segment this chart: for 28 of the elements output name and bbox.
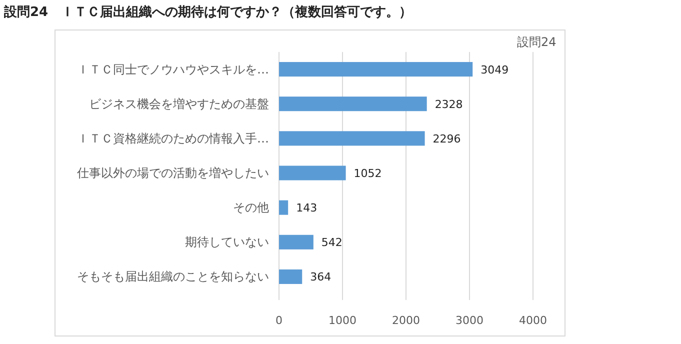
data-label: 542 — [321, 236, 342, 250]
data-label: 2296 — [432, 132, 461, 146]
chart-title: 設問24 ＩＴＣ届出組織への期待は何ですか？（複数回答可です。） — [3, 4, 412, 20]
bar — [279, 166, 346, 180]
bar — [279, 131, 425, 146]
data-label: 143 — [296, 202, 318, 215]
chart-subtitle: 設問24 — [517, 35, 556, 49]
y-tick-label: ＩＴＣ同士でノウハウやスキルを… — [77, 62, 269, 76]
y-tick-label: その他 — [233, 200, 269, 215]
y-tick-label: 期待していない — [185, 235, 269, 250]
bar — [279, 96, 427, 112]
data-label: 364 — [310, 270, 332, 284]
bar — [279, 234, 314, 250]
x-tick-label: 3000 — [456, 314, 484, 327]
x-tick-label: 2000 — [392, 314, 420, 327]
bar — [279, 200, 288, 215]
y-tick-label: ＩＴＣ資格継続のための情報入手… — [77, 131, 269, 146]
x-tick-label: 1000 — [328, 314, 356, 327]
x-tick-label: 4000 — [519, 314, 547, 327]
y-tick-label: ビジネス機会を増やすための基盤 — [89, 96, 269, 111]
y-tick-label: 仕事以外の場での活動を増やしたい — [76, 166, 269, 180]
x-tick-label: 0 — [276, 314, 282, 327]
bar — [279, 269, 302, 284]
y-tick-label: そもそも届出組織のことを知らない — [77, 270, 269, 284]
bar — [279, 62, 473, 77]
data-label: 2328 — [434, 98, 463, 111]
data-label: 1052 — [354, 167, 382, 180]
data-label: 3049 — [480, 63, 509, 76]
